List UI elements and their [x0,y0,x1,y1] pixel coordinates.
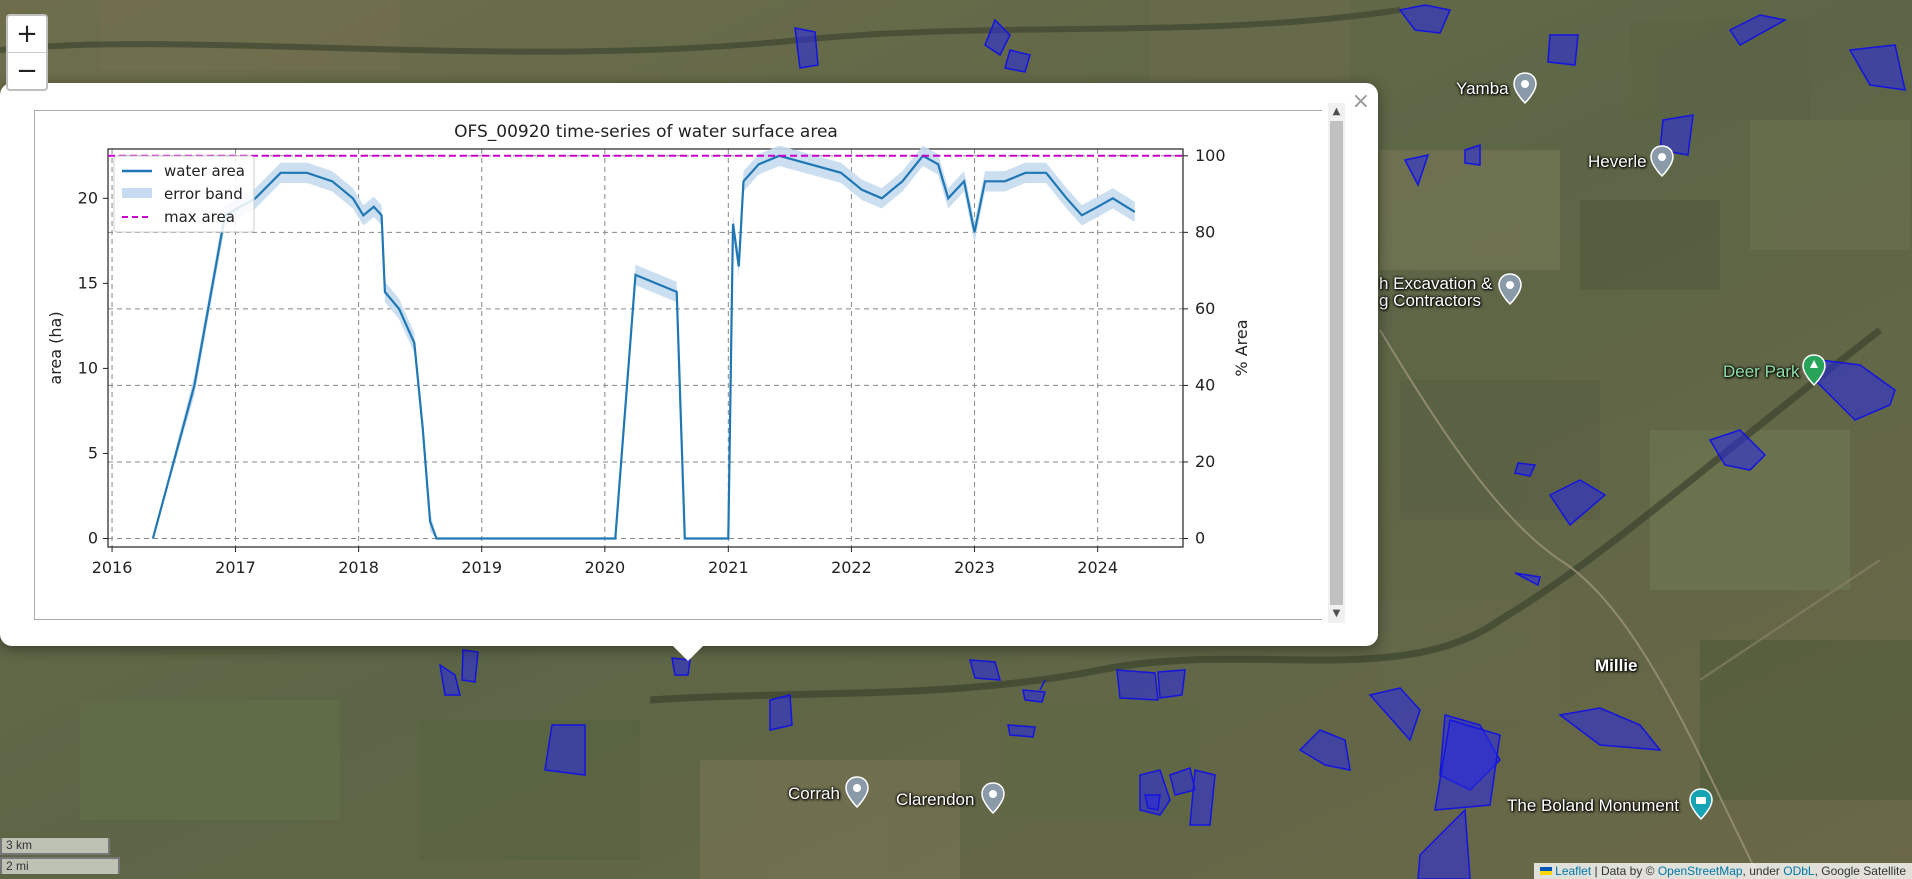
water-body-polygons[interactable] [438,4,1906,879]
place-label: Millie [1595,656,1638,675]
place-boland-monument[interactable]: The Boland Monument [1507,796,1679,816]
road-2 [1699,559,1881,681]
legend-swatch-band [122,188,152,198]
y-tick-label: 20 [78,188,98,207]
water-area-line [151,154,1136,540]
place-excavation-line1[interactable]: h Excavation & [1379,274,1492,294]
place-pin-icon[interactable] [1649,145,1675,177]
y2-tick-label: 80 [1195,222,1215,241]
map-attribution: Leaflet | Data by © OpenStreetMap, under… [1534,863,1912,879]
place-deer-park[interactable]: Deer Park [1723,362,1800,382]
legend-box [113,155,255,233]
scale-bar-km: 3 km [0,838,110,855]
x-tick-label: 2024 [1077,558,1118,577]
odbl-link[interactable]: ODbL [1783,864,1815,878]
place-label: Deer Park [1723,362,1800,381]
creek-north [0,7,1401,55]
x-tick-label: 2021 [708,558,749,577]
attribution-under: , under [1742,864,1784,878]
popup-content-frame: OFS_00920 time-series of water surface a… [34,110,1322,620]
attribution-data-by: | Data by © [1591,864,1658,878]
map-popup: × OFS_00920 time-series of water surface… [0,83,1378,646]
place-label: g Contractors [1379,291,1482,310]
scroll-down-arrow-icon[interactable]: ▼ [1332,608,1341,619]
scroll-up-arrow-icon[interactable]: ▲ [1332,106,1341,117]
place-excavation-line2[interactable]: g Contractors [1379,291,1481,311]
road [1379,329,1761,879]
y-tick-label: 15 [78,273,98,292]
zoom-in-button[interactable]: + [16,19,38,49]
popup-tip [672,645,704,661]
zoom-control: + − [6,14,48,91]
y-tick-label: 0 [88,528,98,547]
y-tick-label: 5 [88,443,98,462]
place-corrah[interactable]: Corrah [788,784,840,804]
place-label: Heverle [1588,152,1647,171]
popup-scrollbar[interactable]: ▲ ▼ [1328,103,1345,623]
legend-label-band: error band [164,185,243,203]
chart-lines [108,154,1183,540]
chart-grid [108,149,1183,547]
place-label: Yamba [1456,79,1509,98]
chart-title: OFS_00920 time-series of water surface a… [454,122,838,142]
monument-pin-icon[interactable] [1688,788,1714,820]
legend-label-max: max area [164,208,235,226]
plot-frame [107,148,1184,548]
y2-tick-label: 40 [1195,375,1215,394]
creek-south [649,327,1883,704]
y2-axis-ticks: 0 20 40 60 80 100 [1183,146,1226,547]
y-tick-label: 10 [78,358,98,377]
place-pin-icon[interactable] [980,782,1006,814]
place-yamba[interactable]: Yamba [1456,79,1509,99]
park-pin-icon[interactable] [1801,354,1827,386]
x-tick-label: 2016 [92,558,133,577]
place-pin-icon[interactable] [1497,273,1523,305]
attribution-satellite: , Google Satellite [1814,864,1906,878]
x-tick-label: 2019 [461,558,502,577]
zoom-out-button[interactable]: − [8,52,46,89]
x-tick-label: 2020 [584,558,625,577]
place-clarendon[interactable]: Clarendon [896,790,974,810]
y2-tick-label: 0 [1195,528,1205,547]
x-tick-label: 2023 [954,558,995,577]
x-tick-label: 2018 [338,558,379,577]
flag-icon [1540,867,1553,875]
place-millie[interactable]: Millie [1595,656,1638,676]
y-axis-ticks: 0 5 10 15 20 [78,188,108,547]
y2-axis-label: % Area [1232,319,1251,376]
scale-bar-mi: 2 mi [0,857,120,874]
osm-link[interactable]: OpenStreetMap [1657,864,1743,878]
place-pin-icon[interactable] [844,776,870,808]
place-heverle[interactable]: Heverle [1588,152,1647,172]
water-area-chart: OFS_00920 time-series of water surface a… [46,122,1251,577]
leaflet-link[interactable]: Leaflet [1555,864,1592,878]
y2-tick-label: 100 [1195,146,1226,165]
place-pin-icon[interactable] [1512,72,1538,104]
y-axis-label: area (ha) [46,311,65,384]
place-label: h Excavation & [1379,274,1493,293]
place-label: The Boland Monument [1507,796,1679,815]
popup-close-button[interactable]: × [1351,89,1370,114]
error-band-area [152,145,1135,539]
x-tick-label: 2022 [831,558,872,577]
chart-legend: water area error band max area [113,155,255,233]
legend-label-water: water area [164,162,245,180]
place-label: Corrah [788,784,840,803]
scroll-thumb[interactable] [1330,121,1343,605]
y2-tick-label: 60 [1195,299,1215,318]
x-tick-label: 2017 [215,558,256,577]
y2-tick-label: 20 [1195,452,1215,471]
place-label: Clarendon [896,790,975,809]
field-patches [80,0,1912,879]
x-axis-ticks: 2016 2017 2018 2019 2020 2021 2022 2023 2024 [92,547,1118,577]
error-band [152,145,1135,539]
